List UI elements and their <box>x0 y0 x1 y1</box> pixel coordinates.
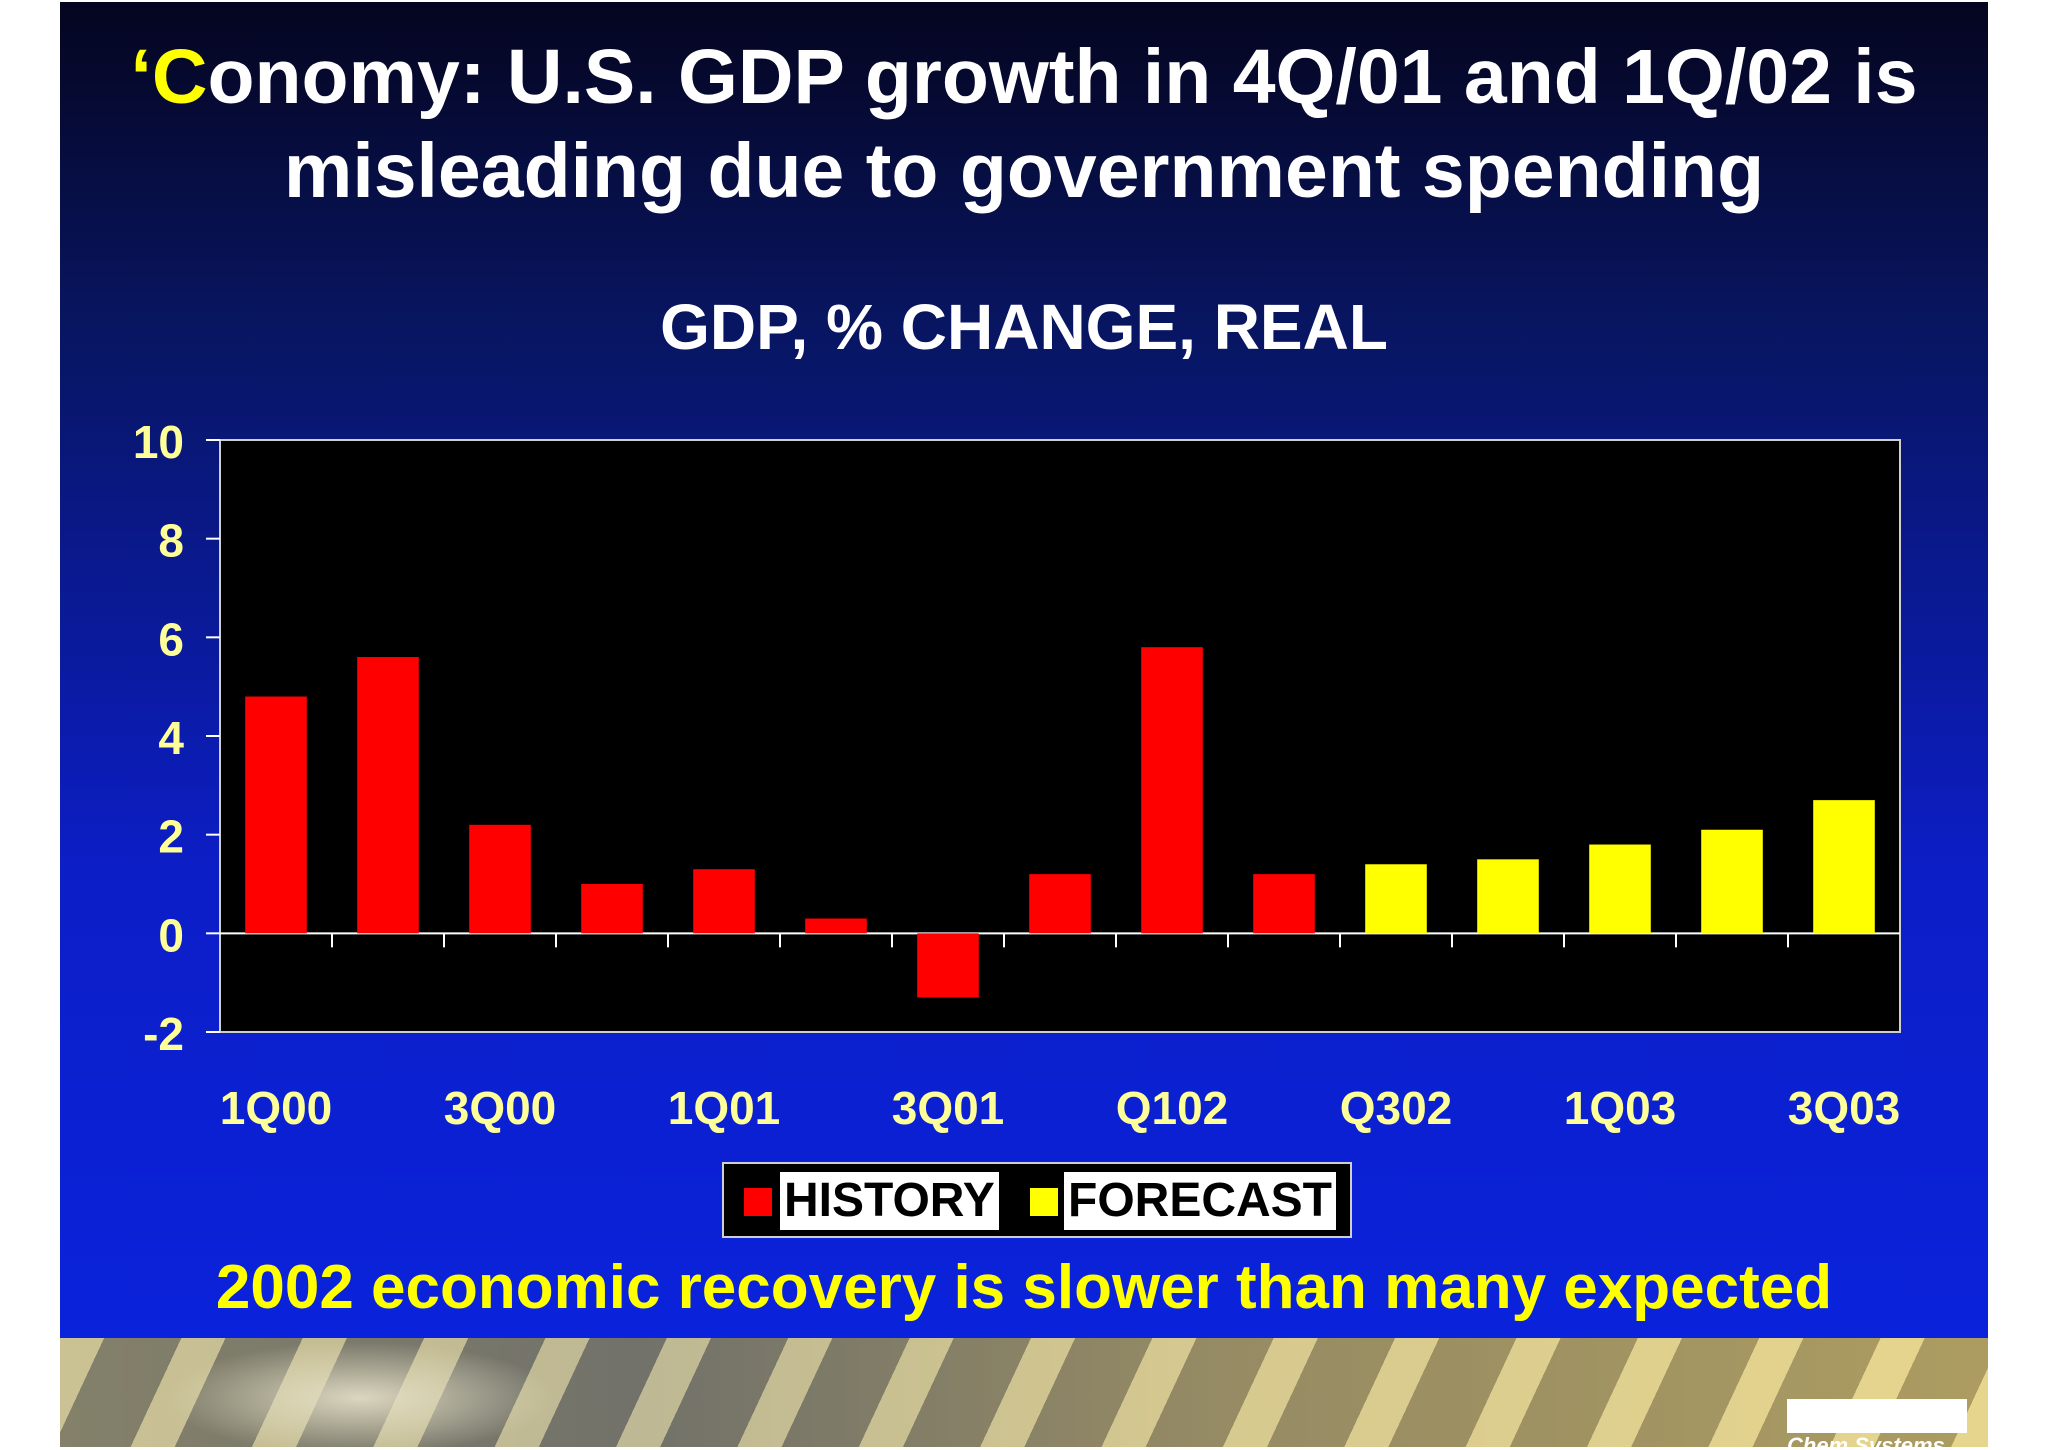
title-accent-letter: ‘C <box>130 34 208 120</box>
bar-history-q202 <box>1253 874 1315 934</box>
title-line1-text: onomy: U.S. GDP growth in 4Q/01 and 1Q/0… <box>207 34 1918 120</box>
title-line2-text: misleading due to government spending <box>283 128 1765 214</box>
x-tick-label: Q302 <box>1340 1082 1453 1134</box>
x-tick-label: 1Q00 <box>220 1082 333 1134</box>
bar-forecast-q302 <box>1365 864 1427 934</box>
bar-history-2q01 <box>805 918 867 934</box>
legend-label-history: HISTORY <box>780 1172 999 1230</box>
bar-history-3q00 <box>469 824 531 934</box>
bar-history-1q01 <box>693 869 755 934</box>
legend-label-forecast: FORECAST <box>1064 1172 1336 1230</box>
y-tick-label: 0 <box>158 909 184 961</box>
x-tick-label: 3Q03 <box>1788 1082 1901 1134</box>
y-tick-label: 4 <box>158 712 184 764</box>
y-tick-label: -2 <box>143 1008 184 1060</box>
x-tick-label: 3Q00 <box>444 1082 557 1134</box>
company-logo-text: Chem Systems <box>1787 1433 1945 1447</box>
y-tick-label: 8 <box>158 515 184 567</box>
gdp-bar-chart: -2 0 2 4 6 8 10 1Q00 3Q00 1Q01 3Q01 Q102 Q302 1Q03 3Q0… <box>133 416 1901 1134</box>
bar-forecast-q402 <box>1477 859 1539 934</box>
x-tick-label: 1Q03 <box>1564 1082 1677 1134</box>
bar-history-4q01 <box>1029 874 1091 934</box>
y-tick-label: 2 <box>158 811 184 863</box>
slide: ‘Conomy: U.S. GDP growth in 4Q/01 and 1Q… <box>60 2 1988 1447</box>
bar-forecast-1q03 <box>1589 844 1651 934</box>
x-tick-label: 1Q01 <box>668 1082 781 1134</box>
chart-title: GDP, % CHANGE, REAL <box>660 291 1388 363</box>
chart-legend: HISTORY FORECAST <box>722 1162 1352 1238</box>
x-tick-label: Q102 <box>1116 1082 1229 1134</box>
legend-swatch-forecast <box>1030 1188 1058 1216</box>
footer-note: 2002 economic recovery is slower than ma… <box>215 1253 1833 1322</box>
y-tick-label: 6 <box>158 613 184 665</box>
slide-title: ‘Conomy: U.S. GDP growth in 4Q/01 and 1Q… <box>60 30 1988 218</box>
plot-area <box>219 439 1901 1033</box>
bar-forecast-2q03 <box>1701 829 1763 934</box>
bar-history-q102 <box>1141 647 1203 934</box>
money-photo-strip <box>60 1338 1988 1447</box>
bar-forecast-3q03 <box>1813 800 1875 934</box>
x-tick-label: 3Q01 <box>892 1082 1005 1134</box>
bar-history-2q00 <box>357 657 419 934</box>
company-logo <box>1787 1399 1967 1433</box>
bar-history-4q00 <box>581 884 643 934</box>
bar-history-1q00 <box>245 696 307 934</box>
y-tick-label: 10 <box>133 416 184 468</box>
legend-swatch-history <box>744 1188 772 1216</box>
bar-history-3q01 <box>917 933 979 998</box>
